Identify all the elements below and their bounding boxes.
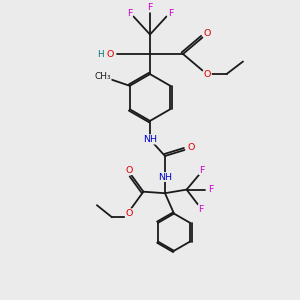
Text: CH₃: CH₃ — [94, 72, 111, 81]
Text: O: O — [125, 209, 133, 218]
Text: O: O — [204, 29, 211, 38]
Text: F: F — [168, 9, 173, 18]
Text: O: O — [204, 70, 211, 79]
Text: NH: NH — [143, 135, 157, 144]
Text: F: F — [127, 9, 132, 18]
Text: O: O — [107, 50, 114, 58]
Text: NH: NH — [158, 172, 172, 182]
Text: F: F — [208, 185, 214, 194]
Text: F: F — [198, 205, 204, 214]
Text: H: H — [97, 50, 104, 58]
Text: O: O — [125, 166, 133, 175]
Text: O: O — [188, 143, 195, 152]
Text: F: F — [147, 3, 153, 12]
Text: F: F — [199, 166, 204, 175]
